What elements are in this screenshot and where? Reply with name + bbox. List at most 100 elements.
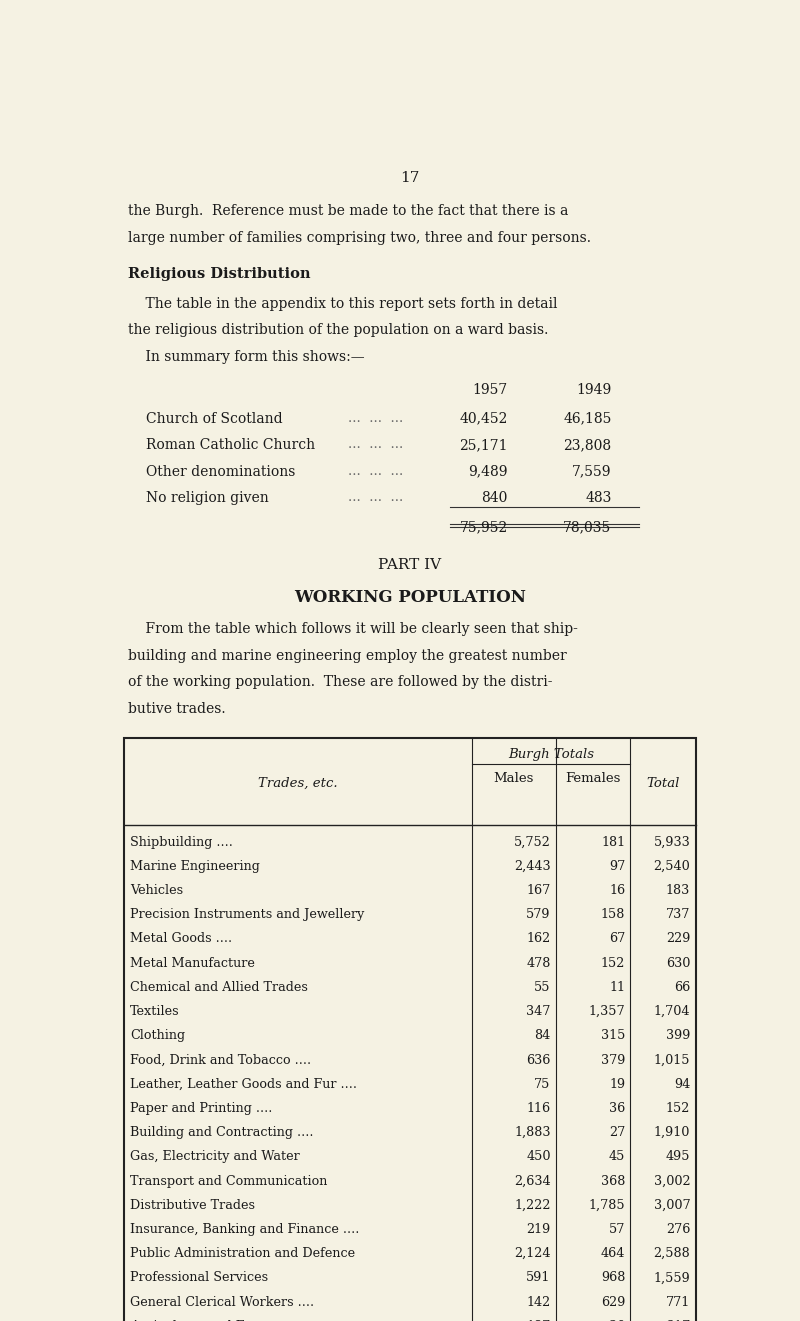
Text: 968: 968 bbox=[601, 1271, 625, 1284]
Text: 483: 483 bbox=[585, 491, 611, 505]
Text: 629: 629 bbox=[601, 1296, 625, 1309]
Text: 478: 478 bbox=[526, 956, 550, 970]
Text: 36: 36 bbox=[609, 1102, 625, 1115]
Text: 78,035: 78,035 bbox=[563, 520, 611, 535]
Text: Burgh Totals: Burgh Totals bbox=[508, 749, 594, 761]
Text: 5,752: 5,752 bbox=[514, 836, 550, 848]
Text: 3,002: 3,002 bbox=[654, 1174, 690, 1188]
Text: 158: 158 bbox=[601, 909, 625, 921]
Text: 167: 167 bbox=[526, 884, 550, 897]
Text: Building and Contracting ....: Building and Contracting .... bbox=[130, 1125, 314, 1139]
Text: 152: 152 bbox=[601, 956, 625, 970]
Text: Paper and Printing ....: Paper and Printing .... bbox=[130, 1102, 272, 1115]
Text: 1,357: 1,357 bbox=[589, 1005, 625, 1018]
Text: 315: 315 bbox=[601, 1029, 625, 1042]
Text: Religious Distribution: Religious Distribution bbox=[128, 267, 310, 281]
Text: 67: 67 bbox=[609, 933, 625, 946]
Text: 1,910: 1,910 bbox=[654, 1125, 690, 1139]
Text: 23,808: 23,808 bbox=[563, 439, 611, 452]
Text: Distributive Trades: Distributive Trades bbox=[130, 1198, 254, 1211]
Text: 2,634: 2,634 bbox=[514, 1174, 550, 1188]
Text: 16: 16 bbox=[609, 884, 625, 897]
Text: 379: 379 bbox=[601, 1054, 625, 1066]
Text: The table in the appendix to this report sets forth in detail: The table in the appendix to this report… bbox=[128, 297, 558, 310]
Text: 181: 181 bbox=[601, 836, 625, 848]
Text: 17: 17 bbox=[400, 170, 420, 185]
Text: ...  ...  ...: ... ... ... bbox=[348, 412, 403, 425]
Text: 2,443: 2,443 bbox=[514, 860, 550, 873]
Text: the religious distribution of the population on a ward basis.: the religious distribution of the popula… bbox=[128, 324, 548, 337]
Text: Public Administration and Defence: Public Administration and Defence bbox=[130, 1247, 355, 1260]
Text: 152: 152 bbox=[666, 1102, 690, 1115]
Text: 1957: 1957 bbox=[473, 383, 508, 398]
Text: 2,124: 2,124 bbox=[514, 1247, 550, 1260]
Text: Roman Catholic Church: Roman Catholic Church bbox=[146, 439, 316, 452]
Text: 1949: 1949 bbox=[576, 383, 611, 398]
Text: 450: 450 bbox=[526, 1151, 550, 1164]
Text: 347: 347 bbox=[526, 1005, 550, 1018]
Text: Metal Goods ....: Metal Goods .... bbox=[130, 933, 232, 946]
Text: 737: 737 bbox=[666, 909, 690, 921]
Text: From the table which follows it will be clearly seen that ship-: From the table which follows it will be … bbox=[128, 622, 578, 637]
Text: 11: 11 bbox=[609, 982, 625, 993]
Text: 229: 229 bbox=[666, 933, 690, 946]
Text: 771: 771 bbox=[666, 1296, 690, 1309]
Text: 45: 45 bbox=[609, 1151, 625, 1164]
Text: Metal Manufacture: Metal Manufacture bbox=[130, 956, 254, 970]
Text: Textiles: Textiles bbox=[130, 1005, 179, 1018]
Text: Church of Scotland: Church of Scotland bbox=[146, 412, 283, 425]
Text: 55: 55 bbox=[534, 982, 550, 993]
Text: In summary form this shows:—: In summary form this shows:— bbox=[128, 350, 365, 363]
Text: 1,785: 1,785 bbox=[589, 1198, 625, 1211]
Text: Professional Services: Professional Services bbox=[130, 1271, 268, 1284]
Text: No religion given: No religion given bbox=[146, 491, 270, 505]
Text: 219: 219 bbox=[526, 1223, 550, 1236]
Text: 116: 116 bbox=[526, 1102, 550, 1115]
Text: 142: 142 bbox=[526, 1296, 550, 1309]
Text: 183: 183 bbox=[666, 884, 690, 897]
Text: Trades, etc.: Trades, etc. bbox=[258, 777, 338, 790]
Text: ...  ...  ...: ... ... ... bbox=[348, 465, 403, 478]
Text: Total: Total bbox=[646, 777, 680, 790]
Text: 19: 19 bbox=[609, 1078, 625, 1091]
Text: 2,540: 2,540 bbox=[654, 860, 690, 873]
Text: 94: 94 bbox=[674, 1078, 690, 1091]
Text: Chemical and Allied Trades: Chemical and Allied Trades bbox=[130, 982, 308, 993]
Text: 630: 630 bbox=[666, 956, 690, 970]
Text: 46,185: 46,185 bbox=[563, 412, 611, 425]
Text: Transport and Communication: Transport and Communication bbox=[130, 1174, 327, 1188]
Text: Marine Engineering: Marine Engineering bbox=[130, 860, 260, 873]
Text: 75,952: 75,952 bbox=[460, 520, 508, 535]
Text: Insurance, Banking and Finance ....: Insurance, Banking and Finance .... bbox=[130, 1223, 359, 1236]
Text: Females: Females bbox=[566, 771, 621, 785]
Text: 3,007: 3,007 bbox=[654, 1198, 690, 1211]
Text: Vehicles: Vehicles bbox=[130, 884, 183, 897]
Text: 1,015: 1,015 bbox=[654, 1054, 690, 1066]
Text: 399: 399 bbox=[666, 1029, 690, 1042]
Text: 97: 97 bbox=[609, 860, 625, 873]
Text: 1,222: 1,222 bbox=[514, 1198, 550, 1211]
Text: 27: 27 bbox=[609, 1125, 625, 1139]
Text: General Clerical Workers ....: General Clerical Workers .... bbox=[130, 1296, 314, 1309]
Text: 9,489: 9,489 bbox=[469, 465, 508, 478]
Text: 75: 75 bbox=[534, 1078, 550, 1091]
Text: PART IV: PART IV bbox=[378, 559, 442, 572]
Text: 66: 66 bbox=[674, 982, 690, 993]
Text: Other denominations: Other denominations bbox=[146, 465, 296, 478]
Text: 5,933: 5,933 bbox=[654, 836, 690, 848]
Text: 162: 162 bbox=[526, 933, 550, 946]
Text: 1,883: 1,883 bbox=[514, 1125, 550, 1139]
Text: of the working population.  These are followed by the distri-: of the working population. These are fol… bbox=[128, 675, 552, 690]
Text: 2,588: 2,588 bbox=[654, 1247, 690, 1260]
Text: WORKING POPULATION: WORKING POPULATION bbox=[294, 589, 526, 606]
Text: the Burgh.  Reference must be made to the fact that there is a: the Burgh. Reference must be made to the… bbox=[128, 205, 568, 218]
Text: 40,452: 40,452 bbox=[459, 412, 508, 425]
Text: 495: 495 bbox=[666, 1151, 690, 1164]
Text: large number of families comprising two, three and four persons.: large number of families comprising two,… bbox=[128, 231, 591, 244]
Text: Food, Drink and Tobacco ....: Food, Drink and Tobacco .... bbox=[130, 1054, 311, 1066]
Text: 579: 579 bbox=[526, 909, 550, 921]
Text: 591: 591 bbox=[526, 1271, 550, 1284]
Text: Males: Males bbox=[494, 771, 534, 785]
Text: 368: 368 bbox=[601, 1174, 625, 1188]
Text: building and marine engineering employ the greatest number: building and marine engineering employ t… bbox=[128, 649, 566, 663]
